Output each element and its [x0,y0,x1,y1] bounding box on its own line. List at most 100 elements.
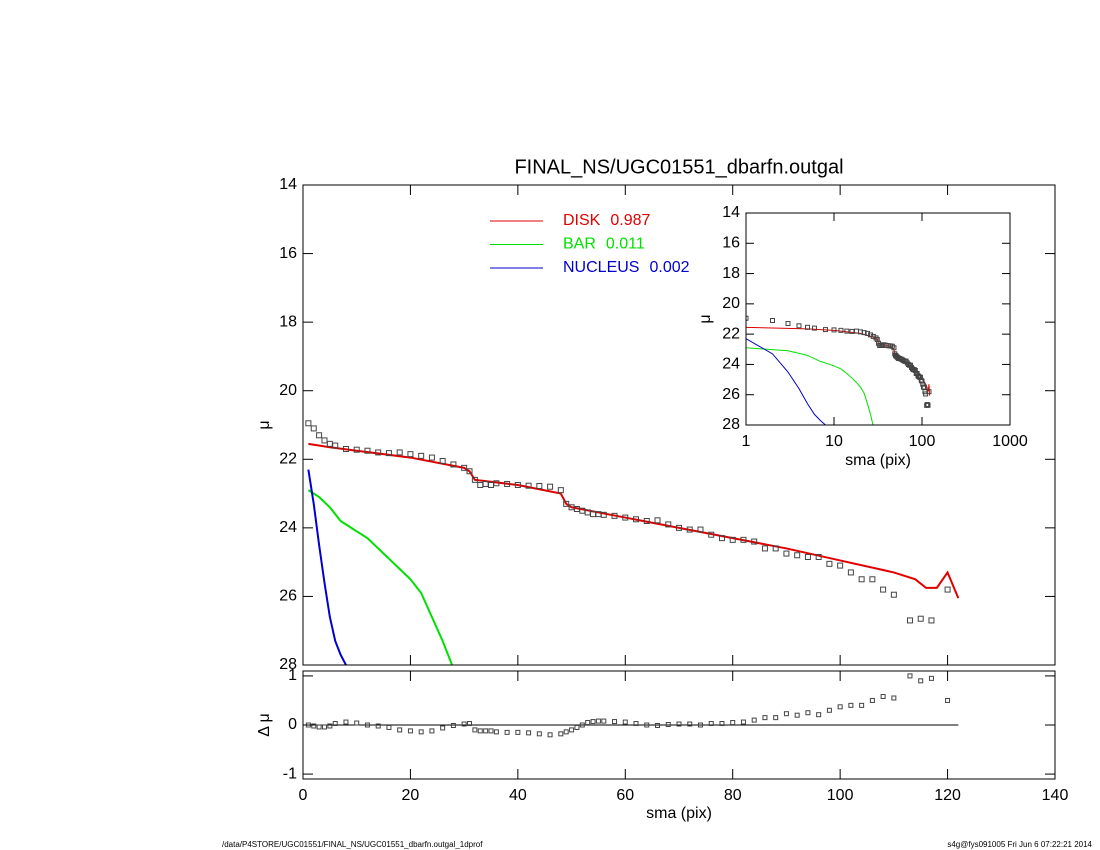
data-point [547,483,554,490]
footer-left: /data/P4STORE/UGC01551/FINAL_NS/UGC01551… [222,840,483,849]
data-point [826,707,832,713]
data-point [622,719,628,725]
data-point [697,722,703,728]
y-tick-label: 0 [288,716,297,733]
chart-title: FINAL_NS/UGC01551_dbarfn.outgal [514,156,843,178]
data-point [354,720,360,726]
legend-fraction: 0.002 [649,259,689,276]
data-point [493,729,499,735]
data-point [547,732,553,738]
data-point [928,675,934,681]
model-line [308,442,960,599]
data-point [869,576,876,583]
data-point [676,524,682,531]
data-point [718,535,725,542]
data-point [861,330,867,336]
y-axis-label: μ [697,314,714,323]
model-line [746,338,827,425]
y-tick-label: 24 [279,519,297,536]
data-point [375,723,381,729]
legend-label: BAR [563,236,596,253]
x-tick-label: 10 [825,433,843,450]
data-point [590,719,596,725]
data-point [740,719,746,725]
y-tick-label: -1 [283,765,297,782]
data-point [697,526,704,533]
data-point [321,724,327,730]
data-point [418,452,425,459]
data-point [467,721,473,727]
data-point [364,447,371,454]
y-axis-label: μ [256,420,273,429]
data-point [805,324,811,330]
data-point [488,482,494,488]
data-point [326,440,333,447]
footer-right: s4g@fys091005 Fri Jun 6 07:22:21 2014 [947,840,1092,849]
data-point [407,728,413,734]
data-point [466,468,473,475]
y-tick-label: 26 [722,386,740,403]
x-tick-label: 40 [509,787,527,804]
data-point [342,446,349,452]
y-tick-label: 14 [279,176,297,193]
data-point [643,518,650,524]
data-point [493,480,500,487]
data-point [844,328,850,334]
data-point [928,617,935,624]
data-point [785,321,791,327]
data-point [321,437,328,444]
data-point [353,446,360,453]
data-point [579,722,585,728]
data-point [385,450,392,457]
data-point [783,550,790,557]
y-tick-label: 24 [722,356,740,373]
data-point [815,554,822,560]
data-point [585,720,591,726]
data-point [907,673,913,679]
data-point [945,697,951,703]
data-point [557,487,564,494]
data-point [796,323,802,329]
data-point [761,545,768,552]
data-point [310,425,317,432]
data-point [397,727,403,733]
x-tick-label: 1000 [992,433,1028,450]
data-point [450,722,456,728]
data-point [440,725,446,731]
data-point [880,694,886,700]
data-point [311,723,317,729]
data-point [600,511,607,518]
data-point [450,461,457,468]
data-point [305,420,312,427]
data-point [595,718,601,724]
data-point [740,536,747,543]
legend-label: DISK [563,212,601,229]
y-tick-label: 16 [722,235,740,252]
data-point [386,724,392,730]
data-point [769,318,775,324]
data-point [729,536,736,543]
frame [745,212,1011,426]
data-point [708,531,715,538]
data-point [622,514,629,521]
data-point [944,586,951,593]
data-point [794,552,801,559]
data-point [751,538,758,545]
data-point [746,315,749,321]
x-tick-label: 100 [909,433,936,450]
data-point [676,721,682,727]
data-point [730,720,736,726]
data-point [504,480,511,487]
data-point [773,715,779,721]
data-point [654,517,661,524]
legend-fraction: 0.987 [610,212,650,229]
data-point [847,569,854,576]
data-point [665,521,672,528]
data-point [890,591,897,598]
data-point [772,545,779,552]
data-point [918,678,924,684]
data-point [719,721,725,727]
data-point [926,389,932,395]
data-point [891,695,897,701]
